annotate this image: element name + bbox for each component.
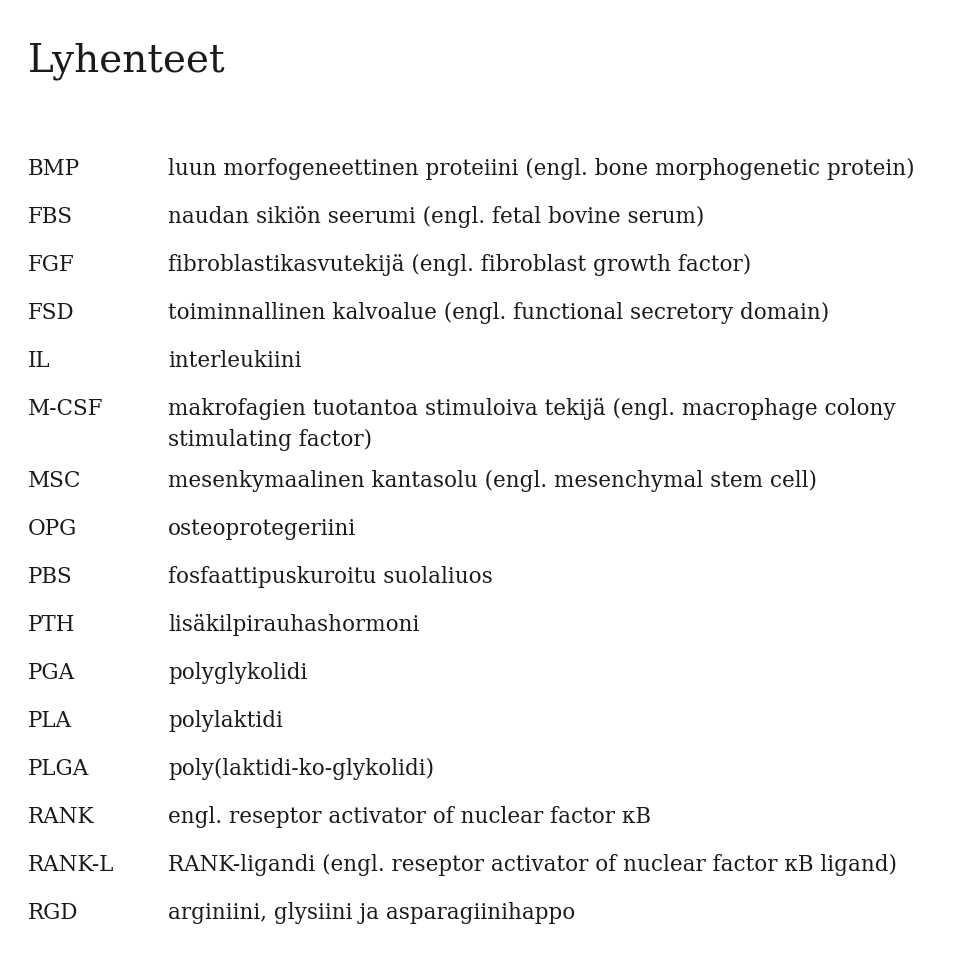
Text: RANK-ligandi (engl. reseptor activator of nuclear factor κB ligand): RANK-ligandi (engl. reseptor activator o…	[168, 854, 897, 876]
Text: polylaktidi: polylaktidi	[168, 710, 283, 732]
Text: fosfaattipuskuroitu suolaliuos: fosfaattipuskuroitu suolaliuos	[168, 566, 492, 588]
Text: M-CSF: M-CSF	[28, 398, 104, 420]
Text: osteoprotegeriini: osteoprotegeriini	[168, 518, 356, 540]
Text: poly(laktidi-ko-glykolidi): poly(laktidi-ko-glykolidi)	[168, 758, 434, 780]
Text: IL: IL	[28, 350, 51, 372]
Text: engl. reseptor activator of nuclear factor κB: engl. reseptor activator of nuclear fact…	[168, 806, 651, 828]
Text: lisäkilpirauhashormoni: lisäkilpirauhashormoni	[168, 614, 420, 636]
Text: FBS: FBS	[28, 206, 73, 228]
Text: PBS: PBS	[28, 566, 73, 588]
Text: FSD: FSD	[28, 302, 75, 324]
Text: RANK: RANK	[28, 806, 94, 828]
Text: BMP: BMP	[28, 158, 80, 180]
Text: luun morfogeneettinen proteiini (engl. bone morphogenetic protein): luun morfogeneettinen proteiini (engl. b…	[168, 158, 915, 180]
Text: MSC: MSC	[28, 470, 82, 492]
Text: toiminnallinen kalvoalue (engl. functional secretory domain): toiminnallinen kalvoalue (engl. function…	[168, 302, 829, 324]
Text: Lyhenteet: Lyhenteet	[28, 42, 226, 79]
Text: PLA: PLA	[28, 710, 72, 732]
Text: RANK-L: RANK-L	[28, 854, 114, 876]
Text: polyglykolidi: polyglykolidi	[168, 662, 307, 684]
Text: makrofagien tuotantoa stimuloiva tekijä (engl. macrophage colony
stimulating fac: makrofagien tuotantoa stimuloiva tekijä …	[168, 398, 896, 451]
Text: interleukiini: interleukiini	[168, 350, 301, 372]
Text: arginiini, glysiini ja asparagiinihappo: arginiini, glysiini ja asparagiinihappo	[168, 902, 575, 924]
Text: fibroblastikasvutekijä (engl. fibroblast growth factor): fibroblastikasvutekijä (engl. fibroblast…	[168, 254, 752, 276]
Text: OPG: OPG	[28, 518, 78, 540]
Text: PGA: PGA	[28, 662, 75, 684]
Text: PLGA: PLGA	[28, 758, 89, 780]
Text: mesenkymaalinen kantasolu (engl. mesenchymal stem cell): mesenkymaalinen kantasolu (engl. mesench…	[168, 470, 817, 492]
Text: FGF: FGF	[28, 254, 75, 276]
Text: RGD: RGD	[28, 902, 79, 924]
Text: naudan sikiön seerumi (engl. fetal bovine serum): naudan sikiön seerumi (engl. fetal bovin…	[168, 206, 705, 228]
Text: PTH: PTH	[28, 614, 76, 636]
